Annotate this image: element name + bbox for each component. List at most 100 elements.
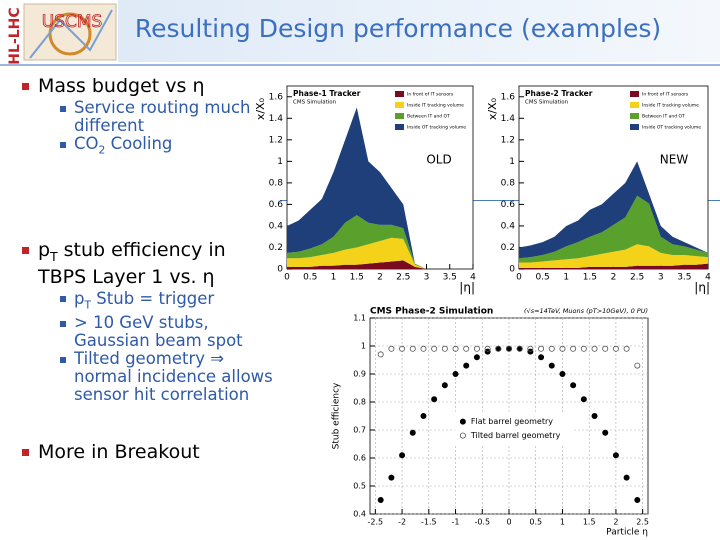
legend-label: Tilted barrel geometry <box>470 431 561 440</box>
y-tick-label: 1.4 <box>269 114 284 124</box>
slide-title: Resulting Design performance (examples) <box>134 14 662 43</box>
chart-title: Phase-2 Tracker <box>525 89 593 98</box>
separator <box>0 64 720 66</box>
x-tick-label: 1.5 <box>583 518 596 527</box>
point <box>559 371 566 378</box>
y-tick-label: 0.4 <box>353 510 366 519</box>
y-tick-label: 0.2 <box>501 243 515 253</box>
x-tick-label: 4 <box>470 273 476 283</box>
legend-label: Between IT and OT <box>407 114 450 120</box>
bullet-marker <box>22 83 29 90</box>
x-tick-label: 2 <box>613 518 618 527</box>
x-tick-label: 0.5 <box>303 273 317 283</box>
legend-label: Inside OT tracking volume <box>407 125 466 131</box>
point <box>452 345 459 352</box>
bullet: pT stub efficiency in TBPS Layer 1 vs. η… <box>22 240 278 404</box>
x-tick-label: 0 <box>516 273 522 283</box>
point <box>409 345 416 352</box>
text-segment: > 10 GeV stubs, Gaussian beam spot <box>74 313 243 351</box>
chart-subtitle: CMS Simulation <box>525 100 569 106</box>
x-tick-label: -2.5 <box>368 518 384 527</box>
y-tick-label: 0.7 <box>353 426 366 435</box>
chart-title: Phase-1 Tracker <box>293 89 361 98</box>
x-tick-label: 1.5 <box>583 273 597 283</box>
x-tick-label: 0.5 <box>529 518 542 527</box>
point <box>420 345 427 352</box>
logo-text: USCMS <box>42 12 103 32</box>
legend-swatch <box>630 113 639 119</box>
chart-subtitle: (√s=14TeV, Muons (pT>10GeV), 0 PU) <box>524 307 648 315</box>
legend-label: In front of IT sensors <box>407 92 454 98</box>
point <box>399 345 406 352</box>
x-tick-label: -2 <box>398 518 406 527</box>
point <box>409 429 416 436</box>
legend-label: Between IT and OT <box>642 114 685 120</box>
point <box>538 345 545 352</box>
chart: 0 0.2 0.4 0.6 0.8 1 1.2 1.4 1.6 0 0.5 1 1.5 2 2.5 3 3.5 4… <box>255 85 476 295</box>
area <box>287 215 427 269</box>
point <box>516 345 523 352</box>
point <box>377 496 384 503</box>
sub-bullet: CO2 Cooling <box>60 135 278 159</box>
point <box>388 474 395 481</box>
x-tick-label: 1 <box>331 273 337 283</box>
legend-swatch <box>395 91 404 97</box>
point <box>420 413 427 420</box>
y-tick-label: 0.6 <box>353 454 366 463</box>
point <box>623 345 630 352</box>
text-segment: p <box>38 239 51 261</box>
x-tick-label: 1 <box>560 518 565 527</box>
x-tick-label: 3 <box>658 273 664 283</box>
point <box>505 345 512 352</box>
legend-marker <box>459 432 466 439</box>
annotation: NEW <box>660 153 689 167</box>
y-tick-label: 1.6 <box>269 92 284 102</box>
x-tick-label: -1 <box>452 518 460 527</box>
text-segment: 2 <box>98 143 106 157</box>
bullet-list: Mass budget vs η Service routing much dif… <box>0 0 273 540</box>
point <box>495 345 502 352</box>
legend-marker <box>459 418 466 425</box>
y-tick-label: 0.4 <box>269 221 284 231</box>
point <box>463 345 470 352</box>
point <box>591 413 598 420</box>
point <box>634 496 641 503</box>
point <box>570 382 577 389</box>
x-tick-label: 0.5 <box>535 273 549 283</box>
y-tick-label: 0.8 <box>269 178 284 188</box>
chart-subtitle: CMS Simulation <box>293 100 337 106</box>
bullet-marker <box>22 247 29 254</box>
point <box>388 345 395 352</box>
point <box>602 345 609 352</box>
point <box>527 345 534 352</box>
text-segment: Stub = trigger <box>91 288 215 308</box>
y-tick-label: 1.2 <box>269 135 283 145</box>
x-tick-label: -0.5 <box>474 518 490 527</box>
y-tick-label: 0 <box>509 265 515 275</box>
title-band <box>118 0 720 62</box>
y-tick-label: 0 <box>277 265 283 275</box>
point <box>602 429 609 436</box>
legend-label: Flat barrel geometry <box>471 417 553 426</box>
chart-title: CMS Phase-2 Simulation <box>370 307 493 317</box>
x-tick-label: 3.5 <box>443 273 457 283</box>
x-tick-label: -1.5 <box>421 518 437 527</box>
area <box>519 161 708 259</box>
point <box>441 345 448 352</box>
point <box>559 345 566 352</box>
y-tick-label: 0.6 <box>501 200 516 210</box>
y-tick-label: 0.8 <box>501 178 516 188</box>
point <box>580 345 587 352</box>
annotation: OLD <box>426 153 451 167</box>
point <box>431 345 438 352</box>
legend-swatch <box>630 124 639 130</box>
text-segment: Mass budget vs η <box>38 75 205 97</box>
y-tick-label: 1.2 <box>501 135 515 145</box>
bullet-marker <box>60 105 66 112</box>
point <box>484 345 491 352</box>
x-axis-label: Particle η <box>606 528 648 538</box>
text-segment: CO <box>74 134 99 153</box>
legend-swatch <box>630 91 639 97</box>
text-segment: Cooling <box>105 134 173 153</box>
